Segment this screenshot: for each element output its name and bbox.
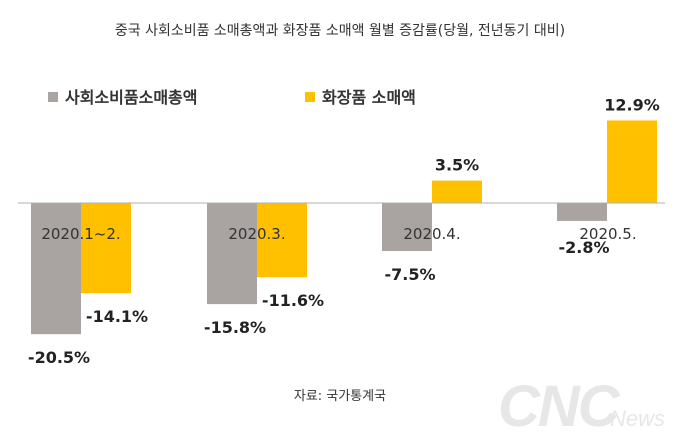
category-label-0: 2020.1~2. [41, 225, 120, 243]
bars-layer [31, 120, 657, 335]
bar-retail-total-2 [382, 203, 432, 251]
bar-cosmetics-2 [432, 180, 482, 203]
chart-title: 중국 사회소비품 소매총액과 화장품 소매액 월별 증감률(당월, 전년동기 대… [114, 23, 566, 39]
legend-item-cosmetics: 화장품 소매액 [305, 84, 416, 108]
value-label-cosmetics-3: 12.9% [604, 95, 660, 114]
value-label-retail-total-0: -20.5% [28, 348, 90, 367]
value-label-retail-total-2: -7.5% [384, 265, 435, 284]
bar-retail-total-0 [31, 203, 81, 335]
legend-label-cosmetics: 화장품 소매액 [322, 88, 416, 107]
category-label-1: 2020.3. [228, 225, 285, 243]
value-label-cosmetics-0: -14.1% [86, 307, 148, 326]
legend-label-retail-total: 사회소비품소매총액 [65, 88, 198, 107]
legend-swatch-yellow [305, 92, 315, 102]
labels-layer: -20.5% -15.8% -7.5% -2.8% -14.1% -11.6% 3.5% 12… [28, 95, 660, 367]
value-label-retail-total-3: -2.8% [558, 238, 609, 257]
watermark-logo: CNC [498, 374, 621, 436]
watermark-news: News [610, 406, 665, 431]
value-label-cosmetics-1: -11.6% [262, 291, 324, 310]
value-label-cosmetics-2: 3.5% [435, 156, 479, 175]
bar-retail-total-3 [557, 203, 607, 221]
bar-cosmetics-1 [257, 203, 307, 278]
bar-retail-total-1 [207, 203, 257, 305]
category-label-3: 2020.5. [579, 225, 636, 243]
bar-cosmetics-0 [81, 203, 131, 294]
bar-cosmetics-3 [607, 120, 657, 203]
legend-swatch-gray [48, 92, 58, 102]
value-label-retail-total-1: -15.8% [204, 318, 266, 337]
legend-item-retail-total: 사회소비품소매총액 [48, 84, 197, 108]
category-label-2: 2020.4. [403, 225, 460, 243]
source-note: 자료: 국가통계국 [293, 389, 387, 404]
cnc-news-watermark: CNC News [498, 374, 668, 439]
